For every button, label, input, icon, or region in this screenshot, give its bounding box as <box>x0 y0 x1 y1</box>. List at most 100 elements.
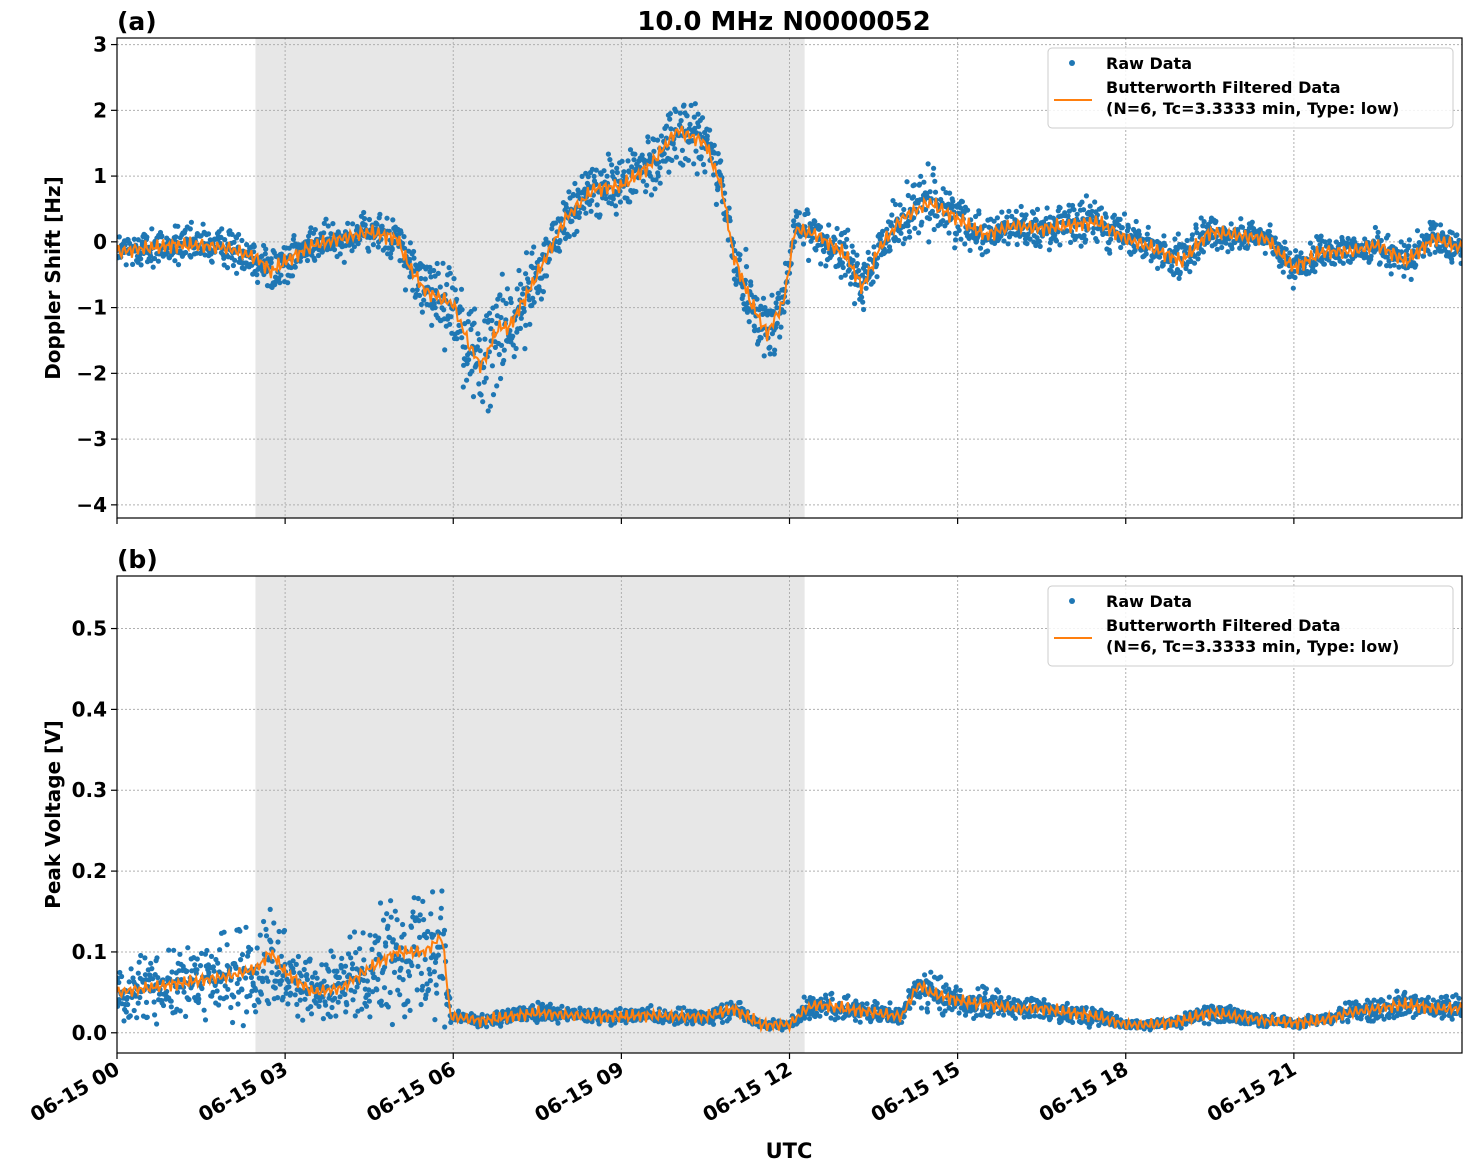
raw-data-point <box>627 147 634 153</box>
raw-data-point <box>402 287 409 293</box>
raw-data-point <box>834 225 840 232</box>
raw-data-point <box>645 134 651 140</box>
raw-data-point <box>280 973 286 979</box>
raw-data-point <box>301 966 307 973</box>
raw-data-point <box>420 983 426 989</box>
raw-data-point <box>896 237 902 244</box>
raw-data-point <box>773 300 779 306</box>
raw-data-point <box>1312 269 1318 275</box>
raw-data-point <box>438 905 444 911</box>
raw-data-point <box>570 191 577 198</box>
raw-data-point <box>1198 215 1204 221</box>
raw-data-point <box>626 169 632 175</box>
raw-data-point <box>905 192 911 199</box>
raw-data-point <box>344 1002 350 1008</box>
raw-data-point <box>1298 250 1304 256</box>
raw-data-point <box>349 966 355 972</box>
y-tick-label: −4 <box>76 493 107 517</box>
raw-data-point <box>897 202 903 208</box>
raw-data-point <box>549 226 555 232</box>
raw-data-point <box>328 948 334 954</box>
raw-data-point <box>1449 259 1455 265</box>
raw-data-point <box>681 102 687 108</box>
raw-data-point <box>1232 239 1238 246</box>
raw-data-point <box>774 320 780 326</box>
raw-data-point <box>256 999 262 1005</box>
raw-data-point <box>439 888 445 894</box>
raw-data-point <box>521 308 527 314</box>
raw-data-point <box>838 274 844 280</box>
raw-data-point <box>737 999 743 1006</box>
raw-data-point <box>900 241 906 247</box>
raw-data-point <box>889 223 895 229</box>
raw-data-point <box>407 1007 413 1014</box>
raw-data-point <box>715 184 721 190</box>
raw-data-point <box>557 237 563 244</box>
raw-data-point <box>952 245 958 251</box>
raw-data-point <box>279 251 285 257</box>
raw-data-point <box>1074 211 1080 217</box>
raw-data-point <box>1340 260 1346 266</box>
raw-data-point <box>202 1017 209 1023</box>
raw-data-point <box>280 994 286 1001</box>
raw-data-point <box>932 178 938 184</box>
raw-data-point <box>691 114 697 120</box>
raw-data-point <box>685 157 692 163</box>
raw-data-point <box>1413 262 1419 268</box>
raw-data-point <box>121 1018 127 1024</box>
raw-data-point <box>995 989 1002 995</box>
raw-data-point <box>1377 260 1383 266</box>
raw-data-point <box>337 994 343 1000</box>
raw-data-point <box>704 133 710 139</box>
raw-data-point <box>173 234 179 240</box>
raw-data-point <box>152 1012 158 1018</box>
raw-data-point <box>235 1001 241 1007</box>
raw-data-point <box>361 216 368 222</box>
raw-data-point <box>369 946 375 953</box>
raw-data-point <box>380 917 387 923</box>
raw-data-point <box>353 950 359 956</box>
raw-data-point <box>1027 1013 1033 1020</box>
raw-data-point <box>511 354 517 360</box>
raw-data-point <box>950 198 956 204</box>
raw-data-point <box>679 147 686 153</box>
raw-data-point <box>460 384 466 390</box>
raw-data-point <box>346 972 353 978</box>
raw-data-point <box>769 292 775 298</box>
raw-data-point <box>707 127 713 133</box>
raw-data-point <box>265 978 271 984</box>
raw-data-point <box>197 963 204 969</box>
raw-data-point <box>975 986 981 992</box>
raw-data-point <box>177 951 183 957</box>
raw-data-point <box>175 262 182 268</box>
raw-data-point <box>998 994 1004 1001</box>
raw-data-point <box>499 271 505 277</box>
raw-data-point <box>150 264 156 270</box>
raw-data-point <box>1458 260 1462 266</box>
raw-data-point <box>447 321 453 327</box>
raw-data-point <box>1189 236 1195 242</box>
raw-data-point <box>351 244 357 250</box>
raw-data-point <box>230 262 236 269</box>
raw-data-point <box>323 1002 329 1008</box>
raw-data-point <box>281 927 288 934</box>
raw-data-point <box>609 201 615 207</box>
raw-data-point <box>137 994 143 1001</box>
raw-data-point <box>441 927 448 934</box>
raw-data-point <box>663 135 669 141</box>
raw-data-point <box>503 317 509 323</box>
raw-data-point <box>376 935 382 941</box>
raw-data-point <box>591 173 597 179</box>
raw-data-point <box>817 1013 823 1019</box>
raw-data-point <box>225 986 231 992</box>
raw-data-point <box>688 102 694 108</box>
raw-data-point <box>771 351 777 357</box>
raw-data-point <box>824 233 830 239</box>
raw-data-point <box>391 969 398 976</box>
raw-data-point <box>946 230 952 236</box>
raw-data-point <box>232 257 238 263</box>
raw-data-point <box>1043 215 1049 222</box>
raw-data-point <box>133 993 139 999</box>
raw-data-point <box>1345 235 1351 242</box>
raw-data-point <box>144 1014 150 1020</box>
